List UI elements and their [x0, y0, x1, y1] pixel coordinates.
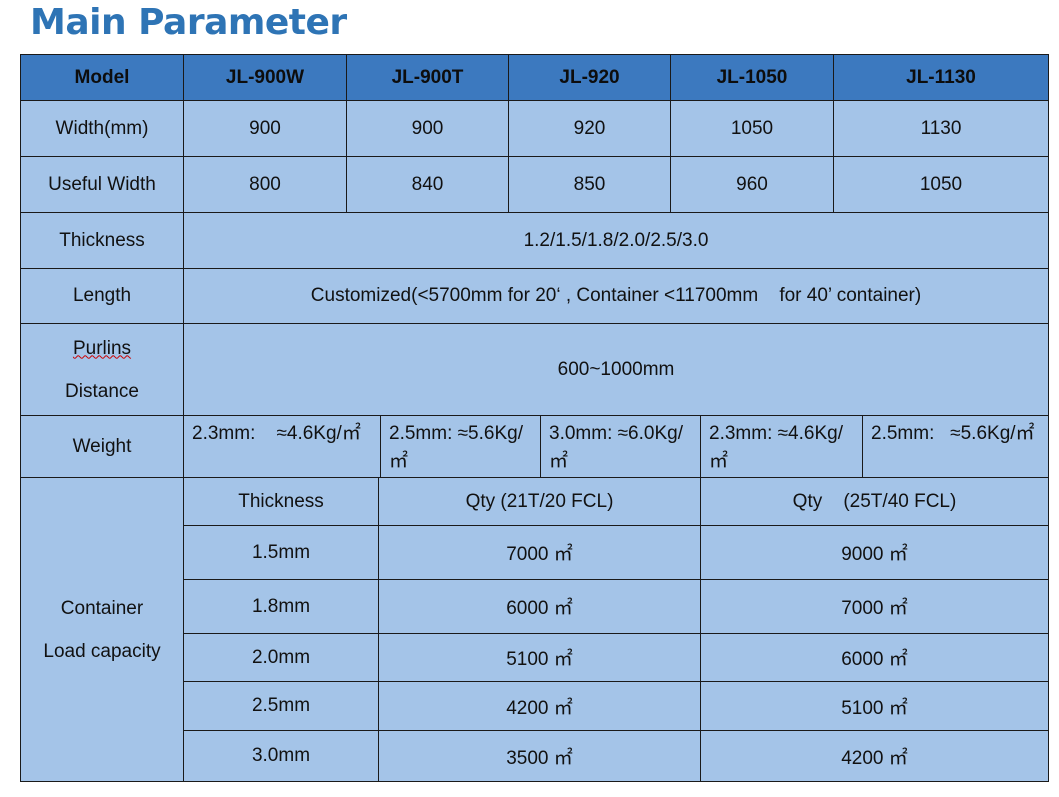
row-label: Purlins Distance: [20, 323, 184, 416]
cell: 800: [183, 156, 347, 213]
row-label: Useful Width: [20, 156, 184, 213]
cell: 4200 ㎡: [700, 730, 1049, 782]
cell: 4200 ㎡: [378, 681, 701, 731]
cell: 2.3mm: ≈4.6Kg/㎡: [183, 415, 381, 478]
row-label: Container Load capacity: [20, 477, 184, 782]
row-label: Thickness: [20, 212, 184, 269]
cell: 2.5mm: ≈5.6Kg/㎡: [862, 415, 1049, 478]
cell: 960: [670, 156, 834, 213]
header-cell: JL-900T: [346, 54, 509, 101]
cell: 900: [183, 100, 347, 157]
sub-header: Qty (21T/20 FCL): [378, 477, 701, 526]
row-label: Weight: [20, 415, 184, 478]
cell: 600~1000mm: [183, 323, 1049, 416]
sub-header: Qty (25T/40 FCL): [700, 477, 1049, 526]
label-line: Container: [60, 597, 144, 619]
cell: 3.0mm: ≈6.0Kg/㎡: [540, 415, 701, 478]
cell: 1.2/1.5/1.8/2.0/2.5/3.0: [183, 212, 1049, 269]
cell: 1.8mm: [183, 579, 379, 634]
cell: 5100 ㎡: [378, 633, 701, 682]
cell: 850: [508, 156, 671, 213]
header-cell: JL-1130: [833, 54, 1049, 101]
cell: 6000 ㎡: [378, 579, 701, 634]
header-cell: JL-920: [508, 54, 671, 101]
cell: 3500 ㎡: [378, 730, 701, 782]
row-label: Length: [20, 268, 184, 324]
label-line: Load capacity: [43, 640, 161, 662]
cell: 1.5mm: [183, 525, 379, 580]
cell: 1050: [833, 156, 1049, 213]
cell: 2.3mm: ≈4.6Kg/㎡: [700, 415, 863, 478]
cell: Customized(<5700mm for 20‘ , Container <…: [183, 268, 1049, 324]
row-label: Width(mm): [20, 100, 184, 157]
cell: 920: [508, 100, 671, 157]
label-line: Purlins: [72, 337, 132, 359]
cell: 2.5mm: [183, 681, 379, 731]
cell: 3.0mm: [183, 730, 379, 782]
cell: 1130: [833, 100, 1049, 157]
cell: 5100 ㎡: [700, 681, 1049, 731]
cell: 900: [346, 100, 509, 157]
header-cell: JL-1050: [670, 54, 834, 101]
sub-header: Thickness: [183, 477, 379, 526]
cell: 1050: [670, 100, 834, 157]
header-cell: Model: [20, 54, 184, 101]
cell: 9000 ㎡: [700, 525, 1049, 580]
cell: 2.0mm: [183, 633, 379, 682]
cell: 7000 ㎡: [378, 525, 701, 580]
header-cell: JL-900W: [183, 54, 347, 101]
cell: 840: [346, 156, 509, 213]
cell: 6000 ㎡: [700, 633, 1049, 682]
page-title: Main Parameter: [30, 2, 347, 43]
label-line: Distance: [65, 380, 139, 402]
cell: 7000 ㎡: [700, 579, 1049, 634]
cell: 2.5mm: ≈5.6Kg/㎡: [380, 415, 541, 478]
